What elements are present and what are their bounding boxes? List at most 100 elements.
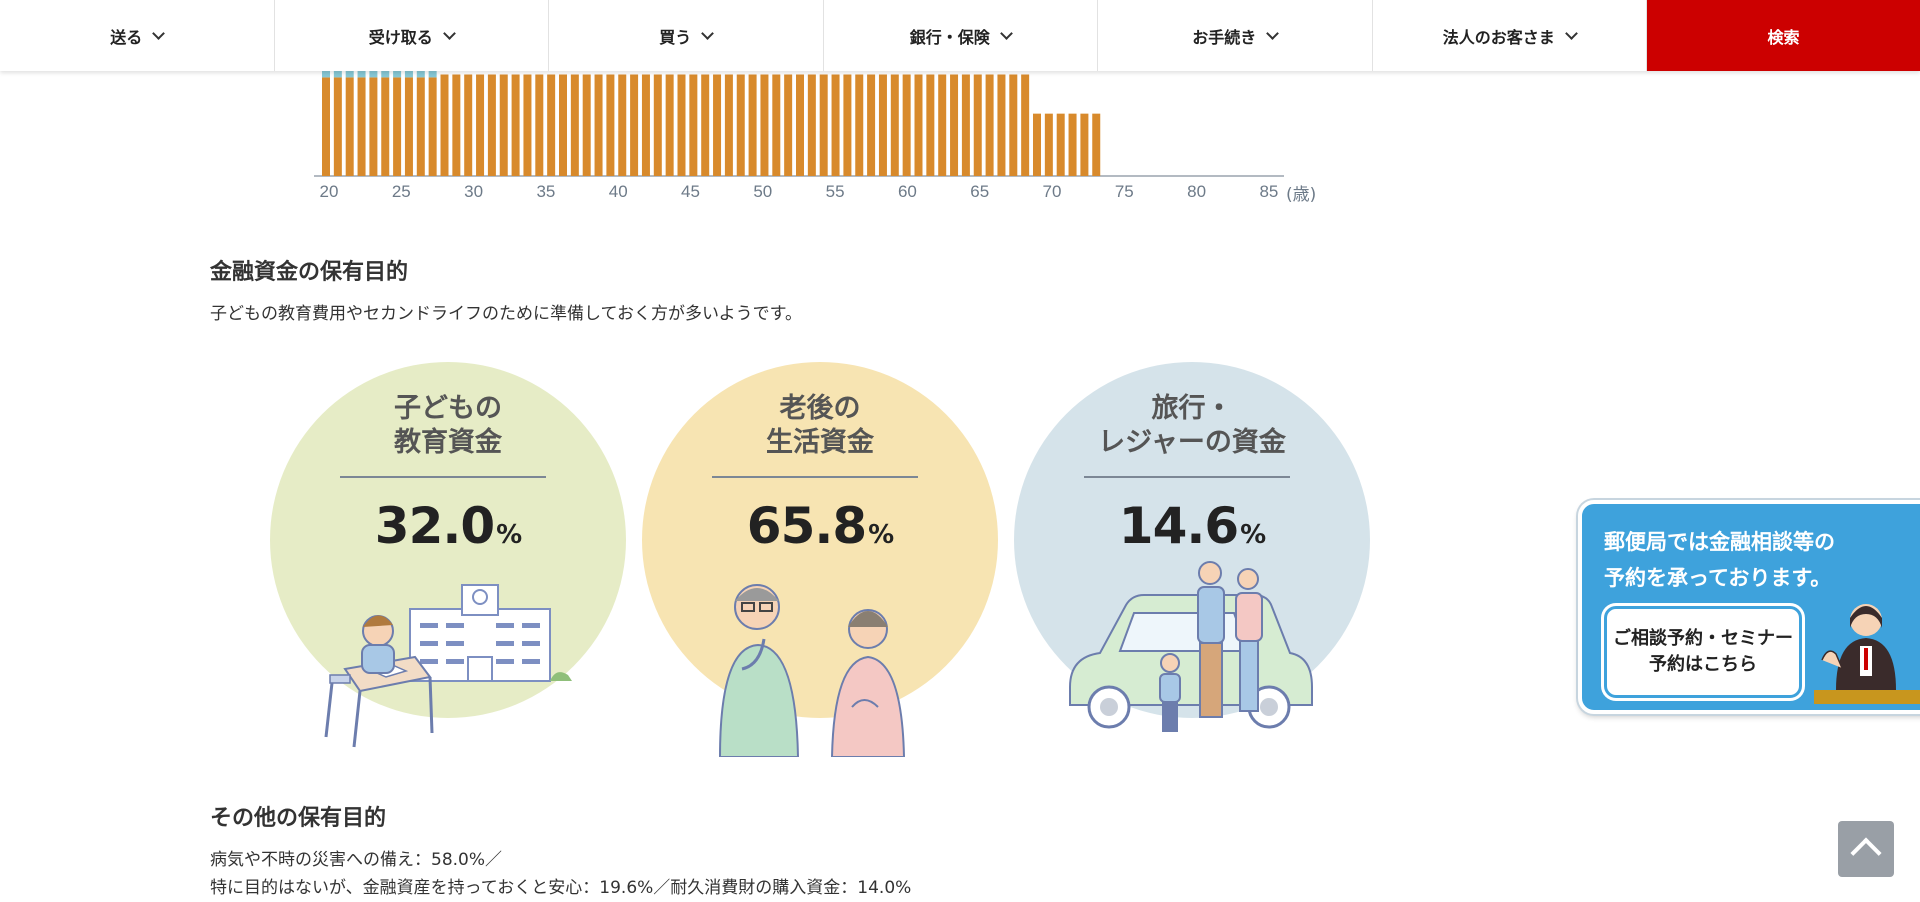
- chevron-down-icon: [701, 26, 715, 40]
- x-tick-label: 20: [320, 182, 339, 201]
- bar-segment: [369, 77, 378, 176]
- bar-segment: [333, 77, 342, 176]
- stat-number: 32.0: [374, 497, 495, 555]
- bar-segment: [630, 74, 639, 176]
- stat-title: 子どもの 教育資金: [270, 392, 626, 460]
- nav-item-bank-insurance[interactable]: 銀行・保険: [824, 0, 1098, 71]
- x-tick-label: 75: [1115, 182, 1134, 201]
- stat-title-line: 子どもの: [394, 393, 502, 424]
- reservation-button[interactable]: ご相談予約・セミナー 予約はこちら: [1604, 606, 1802, 698]
- bar-segment: [404, 77, 413, 176]
- bar-segment: [878, 74, 887, 176]
- stat-unit: %: [868, 520, 894, 550]
- search-button-label: 検索: [1767, 27, 1800, 47]
- bar-segment: [843, 74, 852, 176]
- bar-segment: [997, 74, 1006, 176]
- bar-segment: [476, 74, 485, 176]
- bar-segment: [1033, 113, 1041, 176]
- family-car-illustration: [1069, 561, 1313, 732]
- x-tick-label: 30: [464, 182, 483, 201]
- stat-circle-leisure: 旅行・ レジャーの資金 14.6%: [1014, 362, 1370, 732]
- stat-title-line: 教育資金: [394, 427, 502, 458]
- bar-segment: [393, 77, 402, 176]
- chevron-down-icon: [152, 26, 166, 40]
- bar-segment: [559, 74, 567, 176]
- bar-segment: [416, 77, 425, 176]
- banner-line: 予約を承っております。: [1604, 566, 1832, 590]
- bar-segment: [499, 74, 508, 176]
- staff-person-illustration: [1814, 604, 1920, 704]
- x-tick-label: 80: [1187, 182, 1206, 201]
- x-tick-label: 65: [970, 182, 989, 201]
- stat-unit: %: [496, 520, 522, 550]
- chevron-down-icon: [999, 26, 1013, 40]
- chevron-down-icon: [442, 26, 456, 40]
- x-tick-label: 55: [826, 182, 845, 201]
- search-button[interactable]: 検索: [1647, 0, 1920, 71]
- bar-segment: [606, 74, 615, 176]
- nav-item-label: 銀行・保険: [909, 27, 990, 47]
- bar-segment: [322, 77, 330, 176]
- divider: [340, 476, 546, 478]
- consultation-reservation-banner[interactable]: 郵便局では金融相談等の 予約を承っております。 ご相談予約・セミナー 予約はこち…: [1578, 500, 1920, 714]
- nav-item-procedures[interactable]: お手続き: [1098, 0, 1373, 71]
- bar-segment: [855, 74, 864, 176]
- bar-segment: [867, 74, 876, 176]
- stat-value: 14.6%: [1014, 497, 1370, 555]
- nav-item-send[interactable]: 送る: [0, 0, 275, 71]
- bar-segment: [760, 74, 769, 176]
- reservation-button-line: ご相談予約・セミナー: [1613, 628, 1793, 649]
- bar-segment: [926, 74, 935, 176]
- bar-segment: [653, 74, 662, 176]
- bar-segment: [641, 74, 650, 176]
- x-tick-label: 85: [1259, 182, 1278, 201]
- bar-segment: [701, 74, 710, 176]
- banner-line: 郵便局では金融相談等の: [1604, 530, 1835, 554]
- bar-segment: [665, 74, 674, 176]
- bar-segment: [796, 74, 804, 176]
- bar-segment: [890, 74, 899, 176]
- bar-segment: [428, 77, 437, 176]
- banner-text: 郵便局では金融相談等の 予約を承っております。: [1604, 524, 1835, 596]
- bar-segment: [440, 74, 449, 176]
- x-axis-unit: (歳): [1286, 185, 1317, 205]
- stat-value: 65.8%: [642, 497, 998, 555]
- nav-item-business[interactable]: 法人のお客さま: [1373, 0, 1647, 71]
- bar-segment: [523, 74, 532, 176]
- bar-segment: [831, 74, 840, 176]
- bar-segment: [748, 74, 757, 176]
- child-studying-school-illustration: [324, 584, 572, 748]
- bar-segment: [452, 74, 461, 176]
- x-tick-label: 50: [753, 182, 772, 201]
- stat-circle-retirement: 老後の 生活資金 65.8%: [642, 362, 998, 757]
- bar-segment: [961, 74, 970, 176]
- bar-segment: [973, 74, 982, 176]
- bar-segment: [487, 74, 496, 176]
- bar-segment: [594, 74, 603, 176]
- x-tick-label: 70: [1043, 182, 1062, 201]
- section-heading: その他の保有目的: [210, 806, 387, 831]
- nav-item-receive[interactable]: 受け取る: [275, 0, 549, 71]
- nav-item-buy[interactable]: 買う: [549, 0, 824, 71]
- bar-segment: [1056, 113, 1065, 176]
- reservation-button-line: 予約はこちら: [1649, 654, 1757, 675]
- bar-segment: [618, 74, 627, 176]
- x-tick-label: 35: [536, 182, 555, 201]
- bar-segment: [902, 74, 911, 176]
- chevron-down-icon: [1266, 26, 1280, 40]
- bar-segment: [582, 74, 591, 176]
- nav-item-label: 法人のお客さま: [1442, 27, 1555, 47]
- life-expenses-chart: 20 25 30 35 40 45 50 55 60 65 70 75 80 85 (歳): [300, 0, 1350, 210]
- bar-segment: [689, 74, 698, 176]
- nav-item-label: 買う: [659, 27, 692, 47]
- bar-segment: [914, 74, 923, 176]
- nav-item-label: 受け取る: [368, 27, 433, 47]
- stat-number: 65.8: [746, 497, 867, 555]
- stat-title: 旅行・ レジャーの資金: [1014, 392, 1370, 460]
- bar-segment: [570, 74, 579, 176]
- bar-chart: 20 25 30 35 40 45 50 55 60 65 70 75 80 85: [314, 48, 1284, 201]
- bar-segment: [938, 74, 947, 176]
- stat-unit: %: [1240, 520, 1266, 550]
- bar-segment: [819, 74, 828, 176]
- back-to-top-button[interactable]: [1838, 821, 1894, 877]
